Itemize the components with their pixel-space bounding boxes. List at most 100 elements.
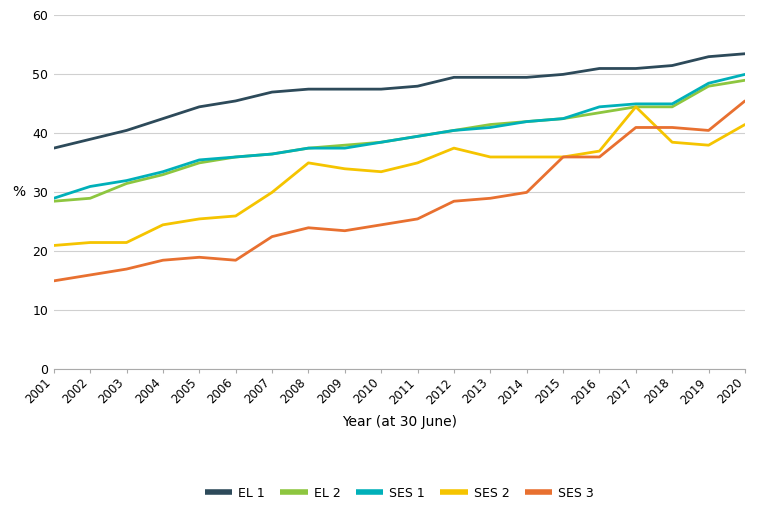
SES 2: [558, 154, 568, 160]
SES 3: [158, 257, 167, 263]
SES 1: [667, 101, 677, 107]
SES 1: [231, 154, 240, 160]
EL 1: [231, 98, 240, 104]
EL 1: [413, 83, 422, 89]
SES 2: [667, 139, 677, 145]
EL 2: [485, 122, 495, 128]
SES 2: [158, 222, 167, 228]
SES 3: [304, 225, 313, 231]
SES 3: [667, 124, 677, 130]
Line: EL 2: EL 2: [54, 80, 745, 201]
SES 1: [376, 139, 386, 145]
EL 2: [595, 110, 604, 116]
Line: EL 1: EL 1: [54, 54, 745, 148]
EL 2: [667, 104, 677, 110]
SES 3: [376, 222, 386, 228]
SES 2: [49, 242, 58, 248]
EL 1: [740, 51, 750, 57]
EL 2: [704, 83, 713, 89]
SES 2: [485, 154, 495, 160]
EL 1: [449, 74, 458, 81]
Line: SES 1: SES 1: [54, 74, 745, 199]
SES 2: [595, 148, 604, 154]
SES 1: [267, 151, 276, 157]
SES 3: [122, 266, 131, 272]
SES 1: [85, 183, 94, 189]
EL 2: [49, 198, 58, 204]
EL 1: [595, 66, 604, 72]
EL 2: [413, 133, 422, 140]
EL 2: [194, 160, 204, 166]
Line: SES 3: SES 3: [54, 101, 745, 281]
SES 2: [304, 160, 313, 166]
SES 2: [194, 216, 204, 222]
EL 1: [267, 89, 276, 95]
EL 1: [158, 115, 167, 122]
EL 2: [631, 104, 641, 110]
SES 1: [194, 157, 204, 163]
SES 3: [704, 127, 713, 133]
SES 1: [558, 115, 568, 122]
SES 2: [522, 154, 531, 160]
SES 2: [122, 240, 131, 246]
EL 1: [522, 74, 531, 81]
X-axis label: Year (at 30 June): Year (at 30 June): [342, 415, 457, 429]
Legend: EL 1, EL 2, SES 1, SES 2, SES 3: EL 1, EL 2, SES 1, SES 2, SES 3: [200, 482, 599, 505]
SES 3: [522, 189, 531, 195]
SES 2: [340, 166, 349, 172]
EL 2: [231, 154, 240, 160]
EL 1: [558, 71, 568, 77]
EL 1: [485, 74, 495, 81]
SES 3: [740, 98, 750, 104]
SES 1: [413, 133, 422, 140]
EL 1: [304, 86, 313, 92]
SES 3: [595, 154, 604, 160]
EL 2: [376, 139, 386, 145]
SES 1: [522, 119, 531, 125]
SES 3: [85, 272, 94, 278]
EL 2: [122, 181, 131, 187]
SES 1: [449, 127, 458, 133]
EL 1: [122, 127, 131, 133]
EL 1: [49, 145, 58, 151]
SES 1: [595, 104, 604, 110]
EL 1: [376, 86, 386, 92]
SES 1: [122, 177, 131, 184]
SES 2: [449, 145, 458, 151]
SES 2: [231, 213, 240, 219]
SES 3: [267, 233, 276, 240]
SES 2: [704, 142, 713, 148]
SES 1: [304, 145, 313, 151]
SES 1: [631, 101, 641, 107]
EL 2: [740, 77, 750, 83]
SES 3: [231, 257, 240, 263]
EL 1: [85, 136, 94, 142]
SES 3: [49, 278, 58, 284]
EL 2: [558, 115, 568, 122]
SES 2: [376, 169, 386, 175]
EL 1: [194, 104, 204, 110]
SES 3: [449, 198, 458, 204]
SES 2: [631, 104, 641, 110]
Y-axis label: %: %: [12, 185, 25, 200]
EL 2: [85, 195, 94, 202]
Line: SES 2: SES 2: [54, 107, 745, 245]
SES 3: [194, 254, 204, 261]
SES 1: [340, 145, 349, 151]
SES 3: [631, 124, 641, 130]
EL 2: [304, 145, 313, 151]
EL 1: [340, 86, 349, 92]
EL 1: [704, 53, 713, 60]
SES 3: [413, 216, 422, 222]
SES 2: [413, 160, 422, 166]
SES 1: [740, 71, 750, 77]
EL 1: [631, 66, 641, 72]
SES 2: [85, 240, 94, 246]
EL 2: [267, 151, 276, 157]
SES 3: [558, 154, 568, 160]
SES 2: [740, 122, 750, 128]
SES 3: [340, 228, 349, 234]
SES 2: [267, 189, 276, 195]
EL 2: [522, 119, 531, 125]
EL 2: [158, 171, 167, 178]
